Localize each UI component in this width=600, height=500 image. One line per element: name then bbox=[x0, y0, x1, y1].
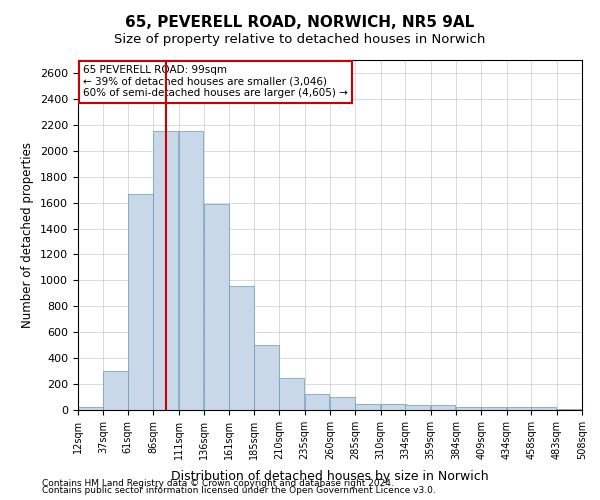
Bar bbox=[481, 408, 506, 410]
Bar bbox=[381, 404, 406, 410]
Text: 65 PEVERELL ROAD: 99sqm
← 39% of detached houses are smaller (3,046)
60% of semi: 65 PEVERELL ROAD: 99sqm ← 39% of detache… bbox=[83, 66, 348, 98]
Bar bbox=[330, 397, 355, 410]
Bar bbox=[456, 408, 481, 410]
X-axis label: Distribution of detached houses by size in Norwich: Distribution of detached houses by size … bbox=[171, 470, 489, 483]
Text: 65, PEVERELL ROAD, NORWICH, NR5 9AL: 65, PEVERELL ROAD, NORWICH, NR5 9AL bbox=[125, 15, 475, 30]
Bar bbox=[78, 407, 103, 410]
Bar bbox=[582, 407, 600, 410]
Bar bbox=[405, 406, 430, 410]
Bar bbox=[279, 378, 304, 410]
Bar bbox=[305, 394, 329, 410]
Bar bbox=[153, 132, 178, 410]
Bar bbox=[355, 404, 380, 410]
Bar bbox=[128, 194, 152, 410]
Bar bbox=[254, 345, 278, 410]
Text: Size of property relative to detached houses in Norwich: Size of property relative to detached ho… bbox=[115, 32, 485, 46]
Bar bbox=[431, 406, 455, 410]
Text: Contains public sector information licensed under the Open Government Licence v3: Contains public sector information licen… bbox=[42, 486, 436, 495]
Y-axis label: Number of detached properties: Number of detached properties bbox=[22, 142, 34, 328]
Bar bbox=[179, 132, 203, 410]
Bar bbox=[103, 371, 128, 410]
Bar bbox=[204, 204, 229, 410]
Text: Contains HM Land Registry data © Crown copyright and database right 2024.: Contains HM Land Registry data © Crown c… bbox=[42, 478, 394, 488]
Bar bbox=[531, 408, 556, 410]
Bar bbox=[507, 408, 532, 410]
Bar bbox=[229, 286, 254, 410]
